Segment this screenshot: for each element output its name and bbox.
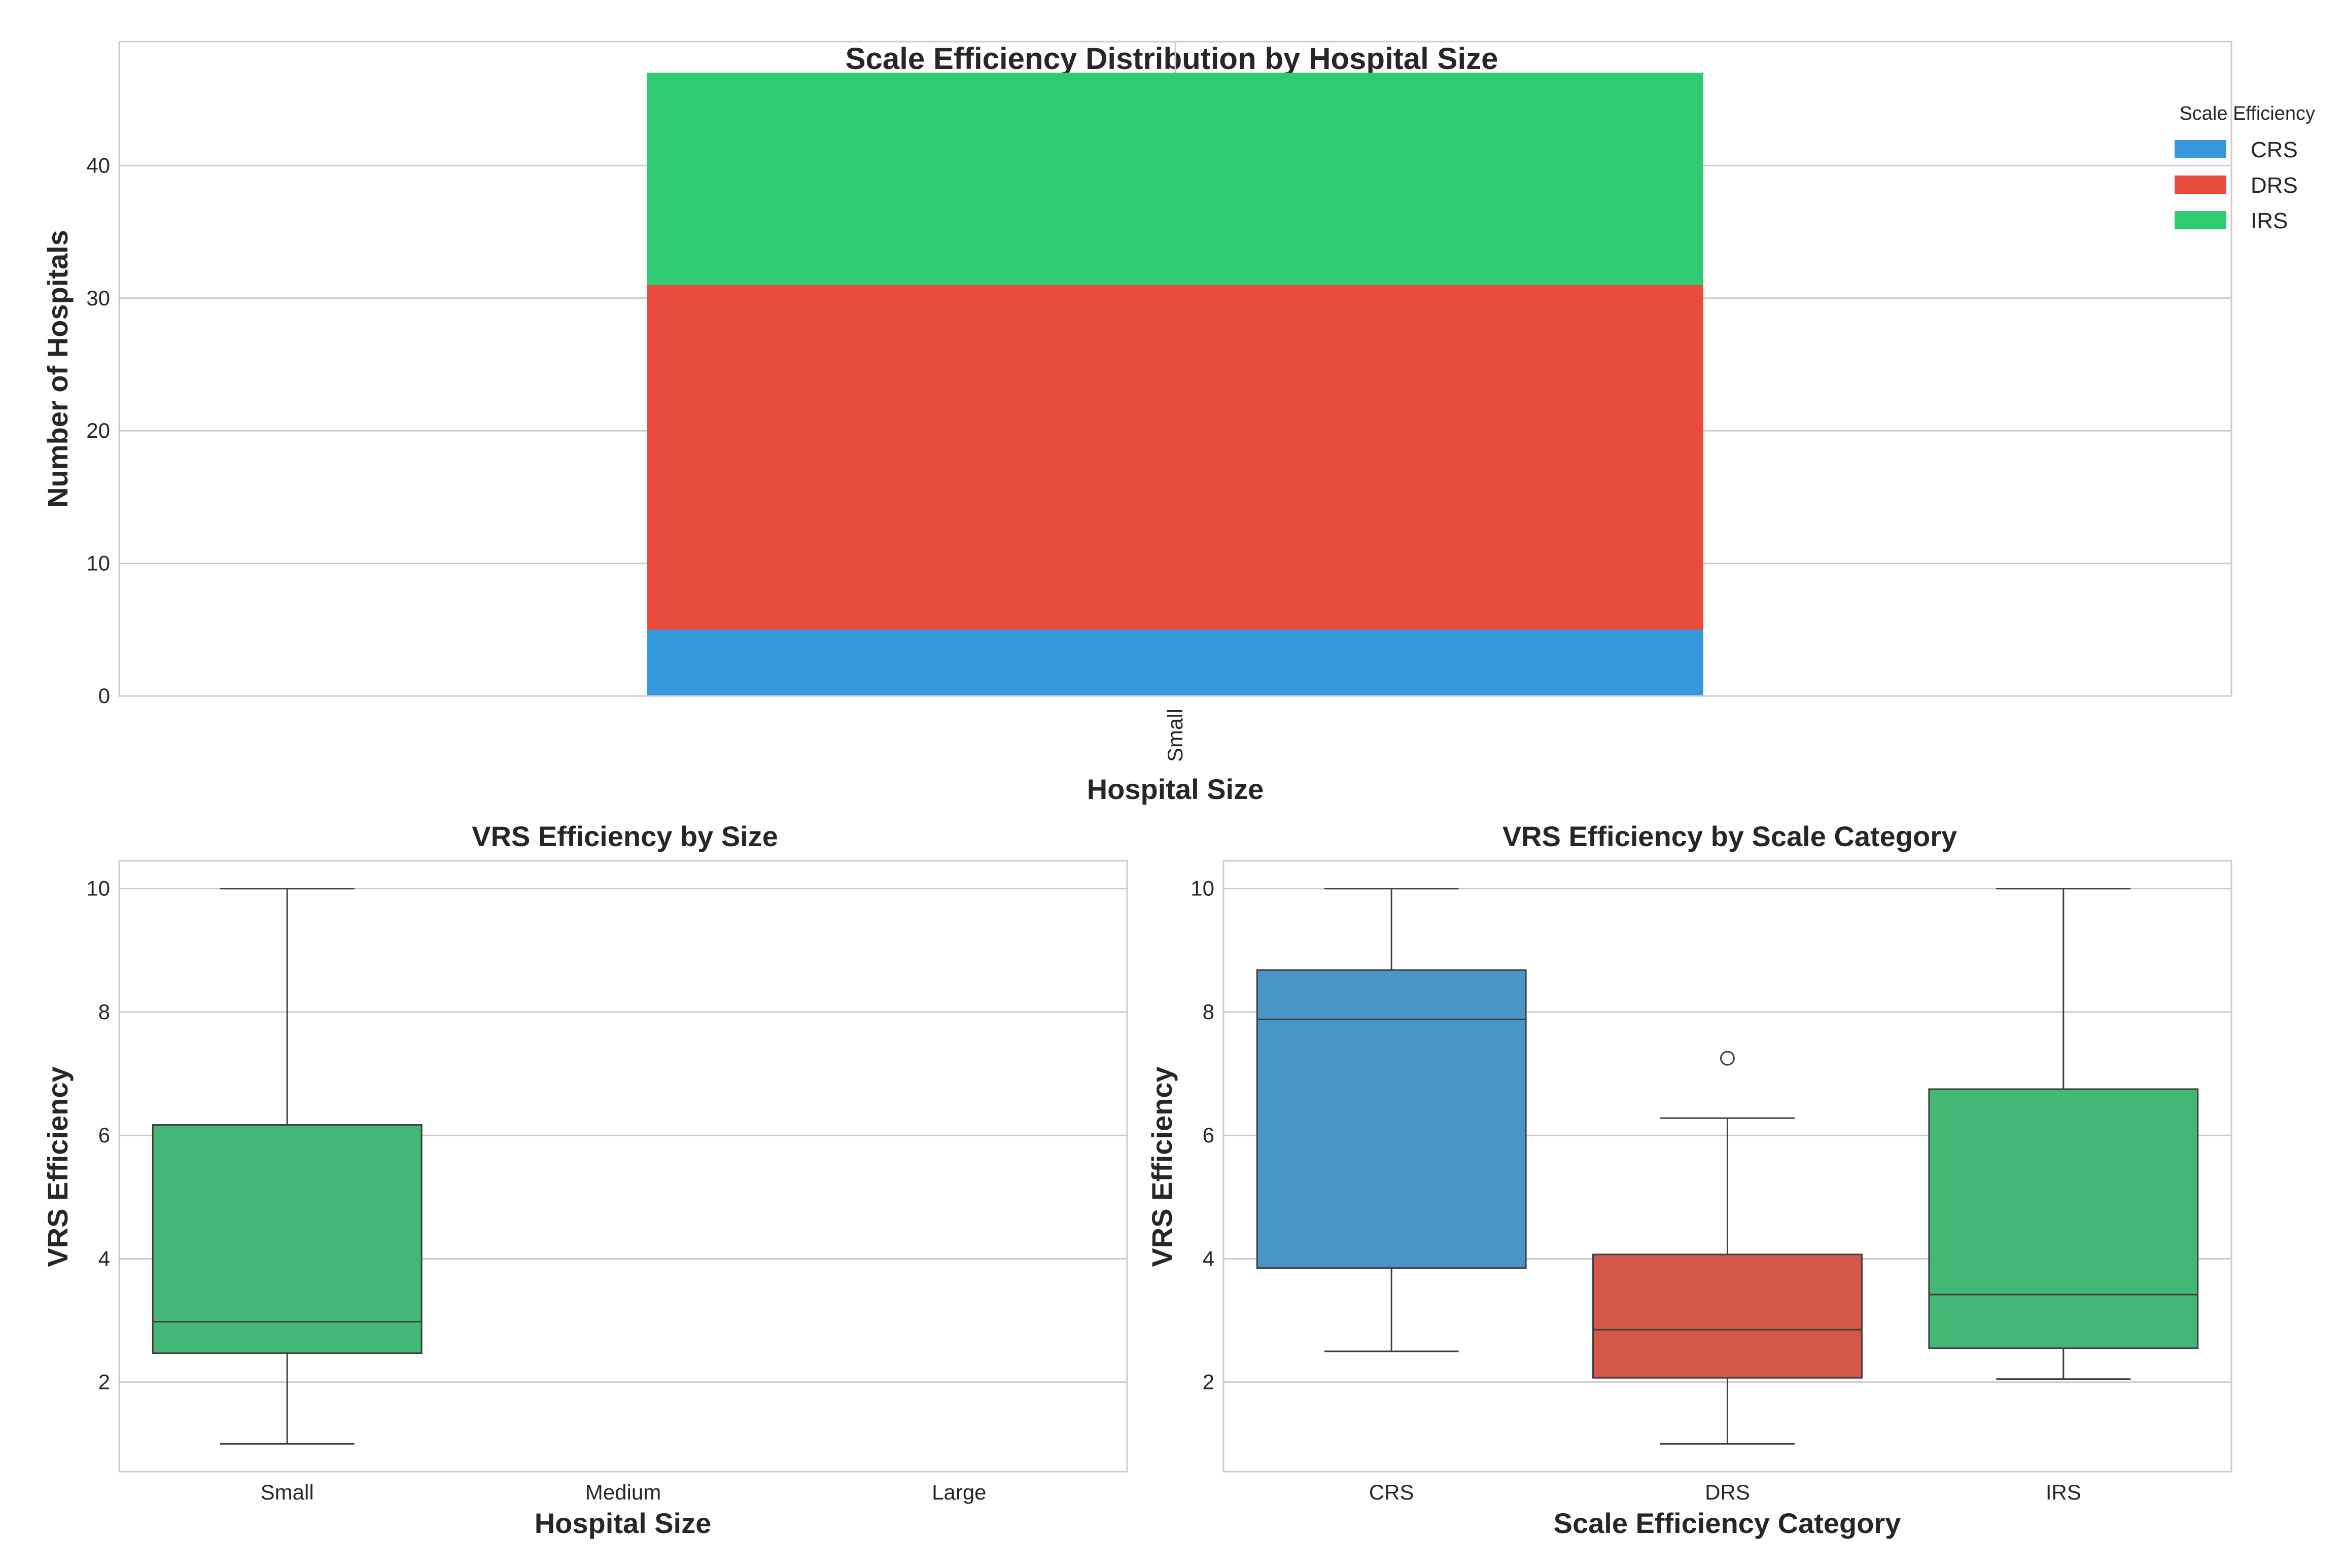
legend-label-crs: CRS — [2251, 137, 2298, 162]
legend-swatch-drs — [2175, 176, 2226, 194]
box-category-xlabel: Scale Efficiency Category — [1554, 1507, 1901, 1539]
bar-chart-bars — [647, 73, 1703, 696]
box-size-xtick-label: Medium — [585, 1480, 661, 1504]
bar-chart-frame — [118, 41, 2232, 697]
box-size-panel: VRS Efficiency by Size 2 4 6 8 10 Small Mediu… — [42, 820, 1128, 1539]
bar-chart-ylabel: Number of Hospitals — [42, 230, 74, 508]
box-category-xtick-label: IRS — [2046, 1480, 2081, 1504]
bar-chart-ytick-label: 40 — [86, 153, 110, 177]
bar-segment-drs — [647, 285, 1703, 630]
box-size-ytick-label: 8 — [98, 1000, 110, 1024]
box-outlier — [1720, 1051, 1735, 1066]
box-body — [1592, 1253, 1863, 1379]
box-category-frame — [1222, 860, 2232, 1473]
bar-chart-ytick-label: 30 — [86, 286, 110, 310]
box-category-ytick-label: 6 — [1203, 1123, 1214, 1147]
box-category-title: VRS Efficiency by Scale Category — [1502, 820, 1957, 852]
box-body — [1256, 969, 1527, 1269]
box-size-box-small — [152, 888, 423, 1445]
box-body — [152, 1124, 423, 1354]
box-category-panel: VRS Efficiency by Scale Category 246810 … — [1146, 820, 2232, 1539]
box-size-xtick-label: Small — [261, 1480, 314, 1504]
box-category-xtick-label: DRS — [1705, 1480, 1750, 1504]
box-size-xtick-label: Large — [932, 1480, 986, 1504]
box-size-title: VRS Efficiency by Size — [472, 820, 778, 852]
bar-segment-irs — [647, 73, 1703, 285]
box-body — [1928, 1088, 2199, 1349]
bar-chart-xlabel: Hospital Size — [1087, 773, 1264, 805]
bar-segment-crs — [647, 630, 1703, 696]
box-category-box-crs — [1256, 888, 1527, 1352]
box-category-y-ticks: 2 4 6 8 10 — [1191, 877, 1214, 1394]
bar-chart-ytick-label: 20 — [86, 419, 110, 442]
box-size-ylabel: VRS Efficiency — [42, 1066, 74, 1267]
box-category-ytick-label: 2 — [1203, 1370, 1214, 1394]
box-category-box-drs — [1592, 1051, 1863, 1445]
box-category-ytick-label: 10 — [1191, 877, 1214, 900]
box-size-ytick-label: 10 — [86, 877, 110, 900]
bar-chart-ytick-label: 10 — [86, 551, 110, 575]
bar-chart-ytick-label: 0 — [98, 684, 110, 708]
bar-chart-x-ticks: Small — [1163, 709, 1187, 762]
legend-swatch-crs — [2175, 140, 2226, 158]
box-category-ytick-label: 8 — [1203, 1000, 1214, 1024]
box-size-frame — [118, 860, 1128, 1473]
box-category-x-ticks: CRS DRS IRS — [1369, 1480, 2081, 1504]
bar-chart-y-ticks: 0 10 20 30 40 — [86, 153, 110, 708]
box-category-boxes — [1256, 888, 2199, 1445]
box-size-ytick-label: 2 — [98, 1370, 110, 1394]
legend-swatch-irs — [2175, 211, 2226, 229]
box-category-ylabel: VRS Efficiency — [1146, 1066, 1178, 1267]
box-size-x-ticks: Small Medium Large — [261, 1480, 987, 1504]
bar-chart-legend: Scale Efficiency CRS DRS IRS — [2175, 103, 2315, 233]
box-size-ytick-label: 6 — [98, 1123, 110, 1147]
bar-chart-title: Scale Efficiency Distribution by Hospita… — [846, 42, 1498, 76]
box-category-xtick-label: CRS — [1369, 1480, 1414, 1504]
box-category-ytick-label: 4 — [1203, 1246, 1214, 1270]
box-size-ytick-label: 4 — [98, 1246, 110, 1270]
stacked-bar-panel: Scale Efficiency Distribution by Hospita… — [42, 41, 2315, 805]
legend-label-drs: DRS — [2251, 173, 2298, 198]
box-size-boxes — [152, 888, 423, 1445]
box-category-box-irs — [1928, 888, 2199, 1380]
box-size-y-ticks: 2 4 6 8 10 — [86, 877, 110, 1394]
bar-chart-xtick-label: Small — [1163, 709, 1187, 762]
legend-label-irs: IRS — [2251, 208, 2288, 233]
legend-title: Scale Efficiency — [2179, 103, 2315, 124]
box-size-xlabel: Hospital Size — [535, 1507, 712, 1539]
